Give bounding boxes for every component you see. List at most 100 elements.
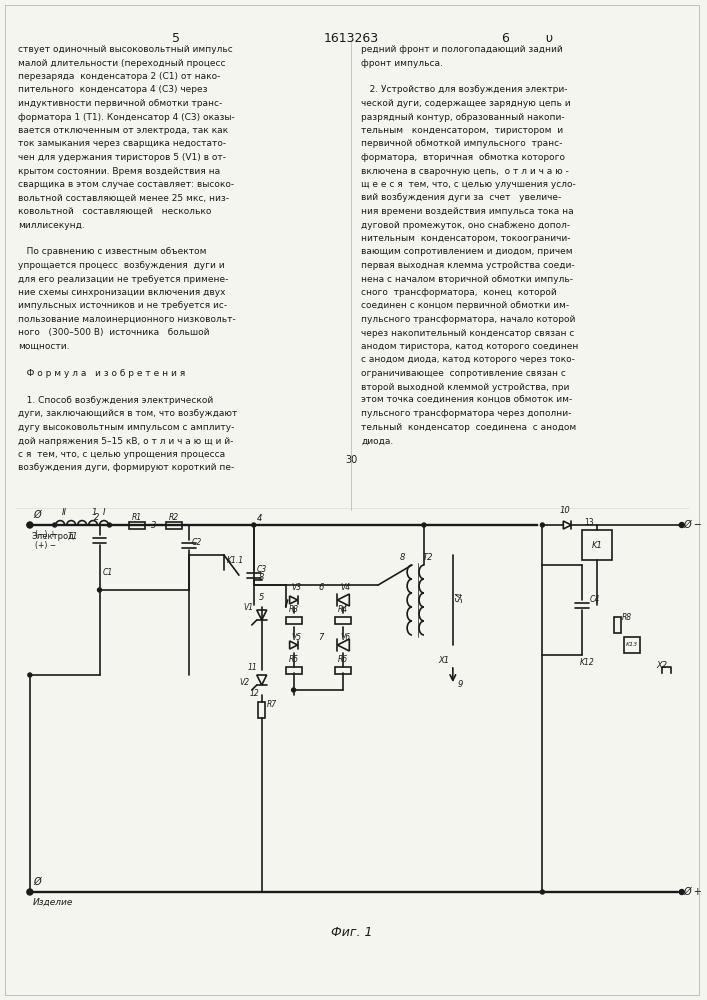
Text: форматора,  вторичная  обмотка которого: форматора, вторичная обмотка которого <box>361 153 566 162</box>
Text: разрядный контур, образованный накопи-: разрядный контур, образованный накопи- <box>361 112 565 121</box>
Text: второй выходной клеммой устройства, при: второй выходной клеммой устройства, при <box>361 382 570 391</box>
Text: V5: V5 <box>291 633 302 642</box>
Text: T1: T1 <box>68 532 78 541</box>
Text: T2: T2 <box>423 553 433 562</box>
Circle shape <box>252 523 256 527</box>
Circle shape <box>540 523 544 527</box>
Text: тельный  конденсатор  соединена  с анодом: тельный конденсатор соединена с анодом <box>361 423 576 432</box>
Text: дой напряжения 5–15 кВ, о т л и ч а ю щ и й-: дой напряжения 5–15 кВ, о т л и ч а ю щ … <box>18 436 233 446</box>
Text: нена с началом вторичной обмотки импуль-: нена с началом вторичной обмотки импуль- <box>361 274 573 284</box>
Text: фронт импульса.: фронт импульса. <box>361 58 443 68</box>
Circle shape <box>98 588 102 592</box>
Text: сного  трансформатора,  конец  которой: сного трансформатора, конец которой <box>361 288 557 297</box>
Text: ствует одиночный высоковольтный импульс: ствует одиночный высоковольтный импульс <box>18 45 233 54</box>
Text: малой длительности (переходный процесс: малой длительности (переходный процесс <box>18 58 226 68</box>
Text: V1: V1 <box>244 603 254 612</box>
Circle shape <box>107 523 112 527</box>
Text: K1: K1 <box>592 540 602 550</box>
Text: Изделие: Изделие <box>33 898 74 907</box>
Text: редний фронт и пологопадающий задний: редний фронт и пологопадающий задний <box>361 45 563 54</box>
Text: чен для удержания тиристоров 5 (V1) в от-: чен для удержания тиристоров 5 (V1) в от… <box>18 153 226 162</box>
Text: R3: R3 <box>288 605 298 614</box>
Text: ток замыкания через сварщика недостато-: ток замыкания через сварщика недостато- <box>18 139 226 148</box>
Circle shape <box>679 522 684 528</box>
Text: пульсного трансформатора через дополни-: пульсного трансформатора через дополни- <box>361 410 572 418</box>
Text: R2: R2 <box>169 513 180 522</box>
Text: пульсного трансформатора, начало которой: пульсного трансформатора, начало которой <box>361 315 575 324</box>
Text: ного   (300–500 В)  источника   большой: ного (300–500 В) источника большой <box>18 328 209 338</box>
Text: R4: R4 <box>338 605 349 614</box>
Text: нительным  конденсатором, токоограничи-: нительным конденсатором, токоограничи- <box>361 234 571 243</box>
Text: C4: C4 <box>590 595 600 604</box>
Text: V3: V3 <box>291 583 302 592</box>
Text: 10: 10 <box>560 506 571 515</box>
Text: 12: 12 <box>250 689 259 698</box>
Text: через накопительный конденсатор связан с: через накопительный конденсатор связан с <box>361 328 575 338</box>
Text: щ е е с я  тем, что, с целью улучшения усло-: щ е е с я тем, что, с целью улучшения ус… <box>361 180 576 189</box>
Circle shape <box>422 523 426 527</box>
Circle shape <box>28 673 32 677</box>
Text: индуктивности первичной обмотки транс-: индуктивности первичной обмотки транс- <box>18 99 222 108</box>
Text: тельным   конденсатором,  тиристором  и: тельным конденсатором, тиристором и <box>361 126 563 135</box>
Text: 1613263: 1613263 <box>324 32 379 45</box>
Text: соединен с концом первичной обмотки им-: соединен с концом первичной обмотки им- <box>361 302 569 310</box>
Text: I: I <box>103 508 106 517</box>
Bar <box>129 522 146 528</box>
Text: крытом состоянии. Время воздействия на: крытом состоянии. Время воздействия на <box>18 166 220 176</box>
Text: сварщика в этом случае составляет: высоко-: сварщика в этом случае составляет: высок… <box>18 180 234 189</box>
Text: V6: V6 <box>340 633 351 642</box>
Text: R1: R1 <box>132 513 142 522</box>
Bar <box>258 702 265 718</box>
Text: мощности.: мощности. <box>18 342 69 351</box>
Text: 11: 11 <box>248 663 257 672</box>
Text: пользование малоинерционного низковольт-: пользование малоинерционного низковольт- <box>18 315 235 324</box>
Text: пительного  конденсатора 4 (С3) через: пительного конденсатора 4 (С3) через <box>18 86 207 95</box>
Text: 5: 5 <box>173 32 180 45</box>
Text: X2: X2 <box>657 660 668 670</box>
Text: Ø: Ø <box>33 510 40 520</box>
Text: дуги, заключающийся в том, что возбуждают: дуги, заключающийся в том, что возбуждаю… <box>18 410 238 418</box>
Text: этом точка соединения концов обмоток им-: этом точка соединения концов обмоток им- <box>361 396 573 405</box>
Text: 4: 4 <box>257 514 262 523</box>
Bar <box>286 666 302 674</box>
Text: Ф о р м у л а   и з о б р е т е н и я: Ф о р м у л а и з о б р е т е н и я <box>18 369 185 378</box>
Text: X1: X1 <box>438 656 449 665</box>
Text: ческой дуги, содержащее зарядную цепь и: ческой дуги, содержащее зарядную цепь и <box>361 99 571 108</box>
Text: 30: 30 <box>345 455 358 465</box>
Text: C3: C3 <box>257 565 267 574</box>
Circle shape <box>53 523 57 527</box>
Text: форматора 1 (Т1). Конденсатор 4 (С3) оказы-: форматора 1 (Т1). Конденсатор 4 (С3) ока… <box>18 112 235 121</box>
Text: 1. Способ возбуждения электрической: 1. Способ возбуждения электрической <box>18 396 214 405</box>
Bar <box>166 522 182 528</box>
Text: вольтной составляющей менее 25 мкс, низ-: вольтной составляющей менее 25 мкс, низ- <box>18 194 229 202</box>
Text: II: II <box>62 508 67 517</box>
Text: с анодом диода, катод которого через токо-: с анодом диода, катод которого через ток… <box>361 356 575 364</box>
Text: Фиг. 1: Фиг. 1 <box>331 926 372 938</box>
Text: Ø −: Ø − <box>684 520 703 530</box>
Text: ния времени воздействия импульса тока на: ния времени воздействия импульса тока на <box>361 207 574 216</box>
Bar <box>614 617 621 633</box>
Text: с я  тем, что, с целью упрощения процесса: с я тем, что, с целью упрощения процесса <box>18 450 225 459</box>
Text: 13: 13 <box>585 518 594 527</box>
Text: 5: 5 <box>259 593 264 602</box>
Text: вий возбуждения дуги за  счет   увеличе-: вий возбуждения дуги за счет увеличе- <box>361 194 561 202</box>
Text: анодом тиристора, катод которого соединен: анодом тиристора, катод которого соедине… <box>361 342 578 351</box>
Text: V4: V4 <box>340 583 351 592</box>
Text: 2: 2 <box>93 513 99 522</box>
Text: упрощается процесс  возбуждения  дуги и: упрощается процесс возбуждения дуги и <box>18 261 225 270</box>
Bar <box>335 616 351 624</box>
Text: вающим сопротивлением и диодом, причем: вающим сопротивлением и диодом, причем <box>361 247 573 256</box>
Text: R6: R6 <box>338 655 349 664</box>
Text: 8: 8 <box>400 553 405 562</box>
Text: 6         υ: 6 υ <box>502 32 553 45</box>
Circle shape <box>28 522 33 528</box>
Circle shape <box>540 890 544 894</box>
Bar <box>335 666 351 674</box>
Text: Ø +: Ø + <box>684 887 703 897</box>
Text: 8: 8 <box>259 573 264 582</box>
Bar <box>286 616 302 624</box>
Text: диода.: диода. <box>361 436 394 446</box>
Text: возбуждения дуги, формируют короткий пе-: возбуждения дуги, формируют короткий пе- <box>18 464 234 473</box>
Text: 6: 6 <box>318 583 324 592</box>
Circle shape <box>27 522 33 528</box>
